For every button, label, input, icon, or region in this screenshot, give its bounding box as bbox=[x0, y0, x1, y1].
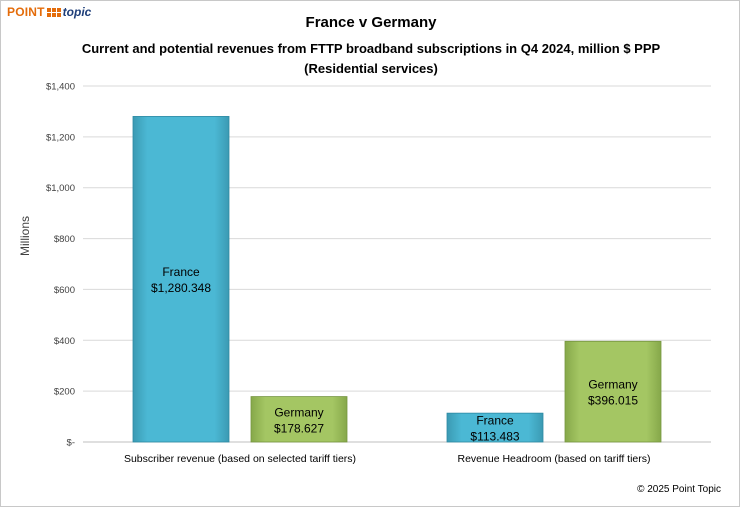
bar-france-1 bbox=[446, 412, 544, 443]
point-topic-logo: POINT topic bbox=[7, 4, 91, 20]
copyright-text: © 2025 Point Topic bbox=[637, 484, 721, 495]
x-category-label: Revenue Headroom (based on tariff tiers) bbox=[458, 453, 651, 465]
bar-value-label: $1,280.348 bbox=[151, 281, 211, 295]
bar-series-label: Germany bbox=[274, 405, 323, 419]
logo-dots-icon bbox=[46, 7, 61, 17]
y-tick-label: $1,400 bbox=[46, 82, 75, 93]
bar-value-label: $178.627 bbox=[274, 421, 324, 435]
y-tick-label: $1,200 bbox=[46, 132, 75, 143]
bar-series-label: France bbox=[162, 265, 200, 279]
y-tick-label: $600 bbox=[54, 285, 75, 296]
bar-value-label: $396.015 bbox=[588, 394, 638, 408]
bar-series-label: Germany bbox=[588, 378, 637, 392]
y-tick-label: $1,000 bbox=[46, 183, 75, 194]
x-category-labels: Subscriber revenue (based on selected ta… bbox=[124, 453, 651, 465]
bar-germany-1 bbox=[564, 340, 662, 443]
bars: France $1,280.348 Germany $178.627 France $11… bbox=[132, 116, 662, 444]
logo-text-topic: topic bbox=[62, 5, 92, 19]
y-tick-label: $800 bbox=[54, 234, 75, 245]
bar-value-label: $113.483 bbox=[470, 430, 519, 444]
y-axis-label: Millions bbox=[18, 216, 32, 256]
y-tick-label: $200 bbox=[54, 387, 75, 398]
logo-text-point: POINT bbox=[7, 5, 45, 19]
chart-title: France v Germany bbox=[306, 14, 438, 31]
bar-series-label: France bbox=[476, 414, 514, 428]
y-tick-labels: $- $200 $400 $600 $800 $1,000 $1,200 $1,400 bbox=[46, 82, 75, 449]
bar-germany-0 bbox=[250, 396, 348, 443]
y-tick-label: $- bbox=[67, 438, 75, 449]
chart-subtitle-line2: (Residential services) bbox=[304, 61, 438, 76]
y-tick-label: $400 bbox=[54, 336, 75, 347]
chart-subtitle-line1: Current and potential revenues from FTTP… bbox=[82, 41, 661, 56]
bar-france-0 bbox=[132, 116, 230, 443]
x-category-label: Subscriber revenue (based on selected ta… bbox=[124, 453, 356, 465]
